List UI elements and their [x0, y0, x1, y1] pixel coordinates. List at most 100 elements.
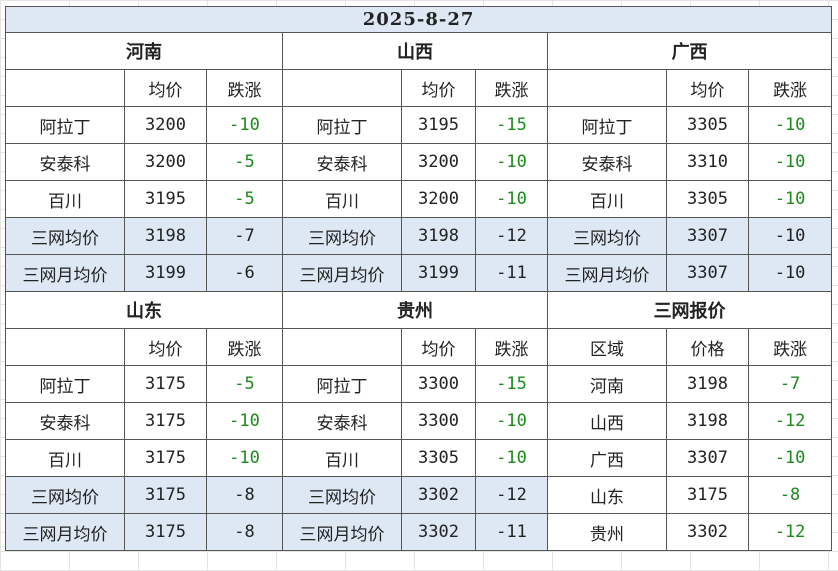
quote-change: -7 — [747, 365, 833, 403]
empty-cell — [282, 328, 402, 366]
month-avg-price: 3199 — [401, 254, 476, 292]
month-avg-price: 3199 — [124, 254, 207, 292]
table-row: 阿拉丁 3200 -10 阿拉丁 3195 -15 阿拉丁 3305 -10 — [5, 106, 833, 144]
empty-cell — [5, 328, 125, 366]
avg-row: 三网均价 3198 -7 三网均价 3198 -12 三网均价 3307 -10 — [5, 217, 833, 255]
quote-price: 3198 — [666, 402, 749, 440]
change-cell: -5 — [206, 143, 283, 181]
change-cell: -10 — [475, 439, 548, 477]
quote-region: 广西 — [547, 439, 667, 477]
column-header-avg: 均价 — [666, 69, 749, 107]
avg-label: 三网均价 — [282, 217, 402, 255]
quote-change: -10 — [747, 439, 833, 477]
column-header-avg: 均价 — [401, 69, 476, 107]
price-cell: 3200 — [401, 143, 476, 181]
quote-region: 河南 — [547, 365, 667, 403]
avg-price: 3175 — [124, 476, 207, 514]
avg-row: 三网均价 3175 -8 三网均价 3302 -12 山东 3175 -8 — [5, 476, 833, 514]
source-name: 安泰科 — [282, 143, 402, 181]
quote-region: 山东 — [547, 476, 667, 514]
column-header-change: 跌涨 — [747, 328, 833, 366]
column-header-change: 跌涨 — [747, 69, 833, 107]
change-cell: -10 — [206, 106, 283, 144]
change-cell: -10 — [475, 143, 548, 181]
price-cell: 3305 — [666, 106, 749, 144]
avg-change: -7 — [206, 217, 283, 255]
source-name: 阿拉丁 — [282, 106, 402, 144]
price-table: 2025-8-27 河南 山西 广西 均价 跌涨 均价 跌涨 均价 跌涨 阿拉丁… — [4, 6, 833, 551]
month-avg-price: 3175 — [124, 513, 207, 551]
change-cell: -10 — [747, 143, 833, 181]
table-row: 阿拉丁 3175 -5 阿拉丁 3300 -15 河南 3198 -7 — [5, 365, 833, 403]
source-name: 阿拉丁 — [5, 365, 125, 403]
column-header-change: 跌涨 — [206, 328, 283, 366]
month-avg-label: 三网月均价 — [282, 254, 402, 292]
source-name: 百川 — [282, 180, 402, 218]
source-name: 百川 — [5, 180, 125, 218]
source-name: 阿拉丁 — [5, 106, 125, 144]
quote-price: 3175 — [666, 476, 749, 514]
source-name: 百川 — [282, 439, 402, 477]
quote-change: -8 — [747, 476, 833, 514]
quote-change: -12 — [747, 513, 833, 551]
avg-label: 三网均价 — [5, 217, 125, 255]
source-name: 百川 — [547, 180, 667, 218]
month-avg-change: -11 — [475, 513, 548, 551]
month-avg-label: 三网月均价 — [5, 513, 125, 551]
source-name: 安泰科 — [5, 402, 125, 440]
price-cell: 3300 — [401, 402, 476, 440]
change-cell: -10 — [475, 402, 548, 440]
price-cell: 3305 — [666, 180, 749, 218]
month-avg-change: -6 — [206, 254, 283, 292]
month-avg-row: 三网月均价 3175 -8 三网月均价 3302 -11 贵州 3302 -12 — [5, 513, 833, 551]
change-cell: -10 — [475, 180, 548, 218]
month-avg-label: 三网月均价 — [547, 254, 667, 292]
change-cell: -5 — [206, 365, 283, 403]
month-avg-price: 3307 — [666, 254, 749, 292]
table-row: 百川 3195 -5 百川 3200 -10 百川 3305 -10 — [5, 180, 833, 218]
quote-price: 3302 — [666, 513, 749, 551]
region-header-shanxi: 山西 — [282, 32, 548, 70]
avg-price: 3198 — [124, 217, 207, 255]
region-header-henan: 河南 — [5, 32, 283, 70]
change-cell: -10 — [206, 402, 283, 440]
month-avg-row: 三网月均价 3199 -6 三网月均价 3199 -11 三网月均价 3307 … — [5, 254, 833, 292]
source-name: 百川 — [5, 439, 125, 477]
avg-change: -12 — [475, 217, 548, 255]
avg-price: 3307 — [666, 217, 749, 255]
region-header-guangxi: 广西 — [546, 32, 833, 70]
change-cell: -10 — [747, 180, 833, 218]
source-name: 安泰科 — [282, 402, 402, 440]
avg-price: 3198 — [401, 217, 476, 255]
column-header-change: 跌涨 — [475, 69, 548, 107]
date-title: 2025-8-27 — [4, 6, 833, 33]
avg-label: 三网均价 — [282, 476, 402, 514]
avg-change: -8 — [206, 476, 283, 514]
region-header-guizhou: 贵州 — [282, 291, 548, 329]
change-cell: -10 — [206, 439, 283, 477]
avg-change: -12 — [475, 476, 548, 514]
table-row: 安泰科 3200 -5 安泰科 3200 -10 安泰科 3310 -10 — [5, 143, 833, 181]
empty-cell — [547, 69, 667, 107]
price-cell: 3200 — [401, 180, 476, 218]
price-cell: 3195 — [401, 106, 476, 144]
change-cell: -10 — [747, 106, 833, 144]
quote-region: 山西 — [547, 402, 667, 440]
price-cell: 3200 — [124, 106, 207, 144]
month-avg-label: 三网月均价 — [282, 513, 402, 551]
column-header-change: 跌涨 — [475, 328, 548, 366]
quote-price: 3198 — [666, 365, 749, 403]
quote-header: 三网报价 — [546, 291, 833, 329]
quote-price: 3307 — [666, 439, 749, 477]
avg-change: -10 — [747, 217, 833, 255]
source-name: 阿拉丁 — [282, 365, 402, 403]
price-cell: 3175 — [124, 365, 207, 403]
avg-price: 3302 — [401, 476, 476, 514]
region-header-shandong: 山东 — [5, 291, 283, 329]
change-cell: -15 — [475, 365, 548, 403]
column-header-change: 跌涨 — [206, 69, 283, 107]
month-avg-price: 3302 — [401, 513, 476, 551]
price-cell: 3300 — [401, 365, 476, 403]
price-cell: 3305 — [401, 439, 476, 477]
price-cell: 3195 — [124, 180, 207, 218]
